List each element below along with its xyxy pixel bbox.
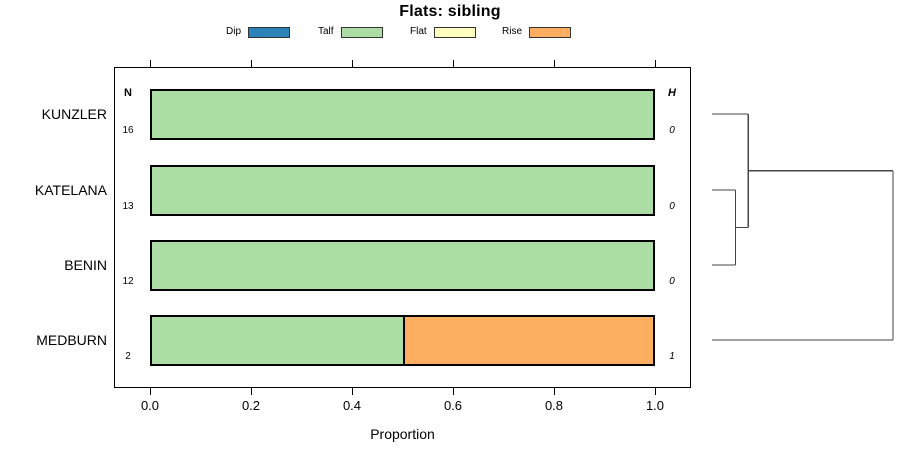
bar-segment-medburn-rise: [402, 316, 653, 364]
bar-segment-benin-talf: [152, 241, 653, 289]
x-tick-top-0.4: [351, 60, 353, 67]
category-label-medburn: MEDBURN: [36, 332, 107, 348]
n-value-katelana: 13: [122, 201, 134, 212]
h-value-katelana: 0: [669, 201, 675, 212]
legend-item-talf: Talf: [318, 25, 383, 39]
x-tick-bottom-1.0: [654, 388, 656, 395]
legend-swatch-rise: [529, 26, 572, 38]
x-tick-top-0.6: [452, 60, 454, 67]
category-label-benin: BENIN: [64, 257, 107, 273]
category-label-kunzler: KUNZLER: [41, 106, 107, 122]
x-tick-top-1.0: [654, 60, 656, 67]
x-axis-title: Proportion: [370, 426, 435, 442]
n-column-header: N: [124, 87, 132, 99]
x-tick-bottom-0.4: [351, 388, 353, 395]
x-tick-top-0.8: [553, 60, 555, 67]
legend-swatch-flat: [433, 26, 476, 38]
legend-item-dip: Dip: [226, 25, 291, 39]
x-tick-bottom-0.0: [149, 388, 151, 395]
category-label-katelana: KATELANA: [34, 182, 107, 198]
h-column-header: H: [668, 87, 676, 99]
x-tick-label-0.8: 0.8: [544, 398, 564, 413]
x-tick-top-0.0: [149, 60, 151, 67]
n-value-kunzler: 16: [122, 125, 134, 136]
bar-segment-katelana-talf: [152, 166, 653, 214]
legend-item-flat: Flat: [410, 25, 476, 39]
x-tick-top-0.2: [250, 60, 252, 67]
x-tick-label-1.0: 1.0: [645, 398, 665, 413]
h-value-medburn: 1: [669, 351, 675, 362]
bar-katelana: [150, 164, 655, 216]
legend-label-flat: Flat: [410, 26, 427, 37]
bar-kunzler: [150, 88, 655, 140]
n-value-benin: 12: [122, 276, 134, 287]
legend-label-dip: Dip: [226, 26, 242, 37]
bar-benin: [150, 239, 655, 291]
x-tick-label-0.2: 0.2: [241, 398, 261, 413]
bar-segment-kunzler-talf: [152, 90, 653, 138]
legend-label-rise: Rise: [502, 26, 523, 37]
legend-swatch-talf: [340, 26, 383, 38]
bar-medburn: [150, 314, 655, 366]
x-tick-label-0.4: 0.4: [342, 398, 362, 413]
chart-title: Flats: sibling: [399, 3, 501, 20]
n-value-medburn: 2: [125, 351, 131, 362]
plot-box: [114, 67, 691, 388]
x-tick-bottom-0.6: [452, 388, 454, 395]
x-tick-label-0.0: 0.0: [140, 398, 160, 413]
legend-swatch-dip: [248, 26, 291, 38]
x-tick-label-0.6: 0.6: [443, 398, 463, 413]
x-tick-bottom-0.2: [250, 388, 252, 395]
legend-label-talf: Talf: [318, 26, 334, 37]
x-tick-bottom-0.8: [553, 388, 555, 395]
legend-item-rise: Rise: [502, 25, 572, 39]
bar-segment-medburn-talf: [152, 316, 403, 364]
h-value-benin: 0: [669, 276, 675, 287]
h-value-kunzler: 0: [669, 125, 675, 136]
